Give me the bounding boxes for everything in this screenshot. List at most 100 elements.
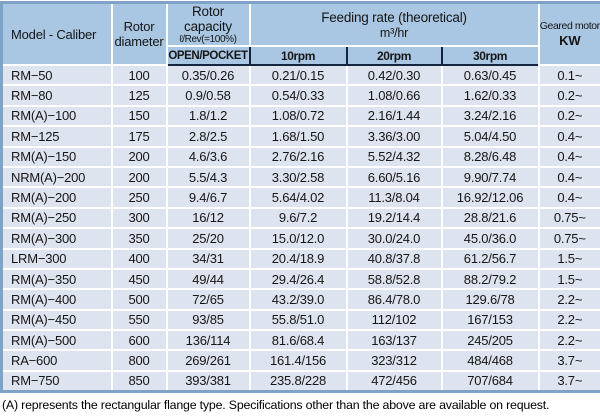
rate-30rpm-cell: 5.04/4.50 bbox=[440, 125, 540, 148]
model-cell: RM(A)−350 bbox=[0, 267, 113, 291]
feeding-rate-title: Feeding rate (theoretical) bbox=[321, 9, 467, 25]
rate-20rpm-cell: 112/102 bbox=[345, 308, 443, 332]
table-row: RM(A)−500 600 136/114 81.6/68.4 163/137 245/2… bbox=[0, 329, 600, 352]
table-row: RM(A)−450 550 93/85 55.8/51.0 112/102 167/153… bbox=[0, 308, 600, 332]
rate-20rpm-cell: 58.8/52.8 bbox=[345, 267, 443, 291]
geared-motor-kw-cell: 3.7~ bbox=[537, 369, 600, 393]
table-row: RM−750 850 393/381 235.8/228 472/456 707/684 3… bbox=[0, 369, 600, 393]
rotor-capacity-cell: 34/31 bbox=[165, 247, 251, 270]
geared-motor-kw-cell: 0.75~ bbox=[537, 206, 600, 230]
rate-10rpm-cell: 29.4/26.4 bbox=[248, 267, 348, 291]
model-cell: LRM−300 bbox=[0, 247, 113, 270]
geared-motor-kw-cell: 2.2~ bbox=[537, 308, 600, 332]
geared-motor-kw-cell: 0.2~ bbox=[537, 104, 600, 128]
geared-motor-kw-cell: 0.4~ bbox=[537, 165, 600, 189]
rpm-20-header: 20rpm bbox=[345, 45, 443, 66]
table-row: RA−600 800 269/261 161.4/156 323/312 484/468 3… bbox=[0, 349, 600, 372]
rotor-diameter-cell: 250 bbox=[110, 186, 168, 209]
table-row: RM(A)−150 200 4.6/3.6 2.76/2.16 5.52/4.32 8.2… bbox=[0, 145, 600, 168]
rate-10rpm-cell: 235.8/228 bbox=[248, 369, 348, 393]
rotor-diameter-cell: 300 bbox=[110, 206, 168, 230]
rate-20rpm-cell: 6.60/5.16 bbox=[345, 165, 443, 189]
rotor-diameter-cell: 500 bbox=[110, 288, 168, 311]
rate-30rpm-cell: 484/468 bbox=[440, 349, 540, 372]
table-row: RM(A)−350 450 49/44 29.4/26.4 58.8/52.8 88.2/… bbox=[0, 267, 600, 291]
table-row: RM(A)−400 500 72/65 43.2/39.0 86.4/78.0 129.6… bbox=[0, 288, 600, 311]
rotor-diameter-cell: 850 bbox=[110, 369, 168, 393]
rotor-capacity-cell: 393/381 bbox=[165, 369, 251, 393]
model-cell: RM(A)−250 bbox=[0, 206, 113, 230]
geared-motor-kw-cell: 0.4~ bbox=[537, 125, 600, 148]
rate-30rpm-cell: 245/205 bbox=[440, 329, 540, 352]
footnote: (A) represents the rectangular flange ty… bbox=[2, 397, 550, 412]
table-row: RM(A)−100 150 1.8/1.2 1.08/0.72 2.16/1.44 3.2… bbox=[0, 104, 600, 128]
rotor-capacity-cell: 0.35/0.26 bbox=[165, 63, 251, 87]
rotor-diameter-cell: 600 bbox=[110, 329, 168, 352]
header-row-sub: OPEN/POCKET 10rpm 20rpm 30rpm bbox=[2, 45, 600, 66]
rate-30rpm-cell: 129.6/78 bbox=[440, 288, 540, 311]
model-cell: RM−750 bbox=[0, 369, 113, 393]
model-cell: RA−600 bbox=[0, 349, 113, 372]
rate-10rpm-cell: 2.76/2.16 bbox=[248, 145, 348, 168]
rpm-10-header: 10rpm bbox=[248, 45, 348, 66]
spec-table: Model - Caliber Rotor diameter Rotor cap… bbox=[0, 1, 600, 393]
rate-20rpm-cell: 30.0/24.0 bbox=[345, 227, 443, 250]
rate-20rpm-cell: 0.42/0.30 bbox=[345, 63, 443, 87]
model-cell: RM(A)−450 bbox=[0, 308, 113, 332]
rate-30rpm-cell: 1.62/0.33 bbox=[440, 84, 540, 107]
rate-20rpm-cell: 3.36/3.00 bbox=[345, 125, 443, 148]
rate-20rpm-cell: 86.4/78.0 bbox=[345, 288, 443, 311]
geared-motor-kw-cell: 1.5~ bbox=[537, 247, 600, 270]
geared-motor-kw-cell: 0.1~ bbox=[537, 63, 600, 87]
geared-motor-kw-cell: 2.2~ bbox=[537, 329, 600, 352]
rotor-diameter-cell: 100 bbox=[110, 63, 168, 87]
spec-table-body: RM−50 100 0.35/0.26 0.21/0.15 0.42/0.30 0.63/… bbox=[0, 63, 600, 393]
rotor-diameter-cell: 175 bbox=[110, 125, 168, 148]
rotor-capacity-cell: 25/20 bbox=[165, 227, 251, 250]
rate-20rpm-cell: 40.8/37.8 bbox=[345, 247, 443, 270]
rate-20rpm-cell: 5.52/4.32 bbox=[345, 145, 443, 168]
rate-20rpm-cell: 472/456 bbox=[345, 369, 443, 393]
rotor-capacity-cell: 1.8/1.2 bbox=[165, 104, 251, 128]
geared-motor-kw-cell: 0.4~ bbox=[537, 145, 600, 168]
geared-motor-header: Geared motor KW bbox=[537, 1, 600, 66]
model-cell: RM−125 bbox=[0, 125, 113, 148]
rate-10rpm-cell: 161.4/156 bbox=[248, 349, 348, 372]
rotor-diameter-header: Rotor diameter bbox=[110, 1, 168, 66]
model-cell: RM(A)−200 bbox=[0, 186, 113, 209]
rotor-diameter-label: Rotor diameter bbox=[114, 19, 164, 49]
rpm-30-header: 30rpm bbox=[440, 45, 540, 66]
rate-20rpm-cell: 163/137 bbox=[345, 329, 443, 352]
rotor-capacity-unit: ℓ/Rev(=100%) bbox=[179, 34, 237, 45]
rotor-diameter-cell: 150 bbox=[110, 104, 168, 128]
model-caliber-header: Model - Caliber bbox=[0, 1, 113, 66]
rate-20rpm-cell: 11.3/8.04 bbox=[345, 186, 443, 209]
model-cell: NRM(A)−200 bbox=[0, 165, 113, 189]
rotor-diameter-cell: 200 bbox=[110, 145, 168, 168]
rate-10rpm-cell: 9.6/7.2 bbox=[248, 206, 348, 230]
rotor-capacity-cell: 4.6/3.6 bbox=[165, 145, 251, 168]
rotor-diameter-cell: 800 bbox=[110, 349, 168, 372]
rate-20rpm-cell: 1.08/0.66 bbox=[345, 84, 443, 107]
feeding-rate-header: Feeding rate (theoretical) m³/hr bbox=[248, 1, 540, 47]
rate-30rpm-cell: 8.28/6.48 bbox=[440, 145, 540, 168]
table-row: RM−50 100 0.35/0.26 0.21/0.15 0.42/0.30 0.63/… bbox=[0, 63, 600, 87]
geared-motor-kw-cell: 0.2~ bbox=[537, 84, 600, 107]
rotor-diameter-cell: 200 bbox=[110, 165, 168, 189]
rotor-diameter-cell: 350 bbox=[110, 227, 168, 250]
rotor-diameter-cell: 400 bbox=[110, 247, 168, 270]
model-cell: RM−50 bbox=[0, 63, 113, 87]
model-cell: RM(A)−150 bbox=[0, 145, 113, 168]
model-cell: RM(A)−400 bbox=[0, 288, 113, 311]
table-row: NRM(A)−200 200 5.5/4.3 3.30/2.58 6.60/5.16 9.… bbox=[0, 165, 600, 189]
table-row: RM−80 125 0.9/0.58 0.54/0.33 1.08/0.66 1.62/0… bbox=[0, 84, 600, 107]
geared-motor-kw-cell: 2.2~ bbox=[537, 288, 600, 311]
rate-10rpm-cell: 15.0/12.0 bbox=[248, 227, 348, 250]
rotor-capacity-title: Rotor capacity bbox=[184, 4, 232, 34]
geared-motor-kw-cell: 3.7~ bbox=[537, 349, 600, 372]
rate-30rpm-cell: 9.90/7.74 bbox=[440, 165, 540, 189]
rotor-diameter-cell: 550 bbox=[110, 308, 168, 332]
table-row: RM(A)−250 300 16/12 9.6/7.2 19.2/14.4 28.8/21… bbox=[0, 206, 600, 230]
geared-motor-unit: KW bbox=[559, 33, 581, 48]
rotor-capacity-cell: 72/65 bbox=[165, 288, 251, 311]
